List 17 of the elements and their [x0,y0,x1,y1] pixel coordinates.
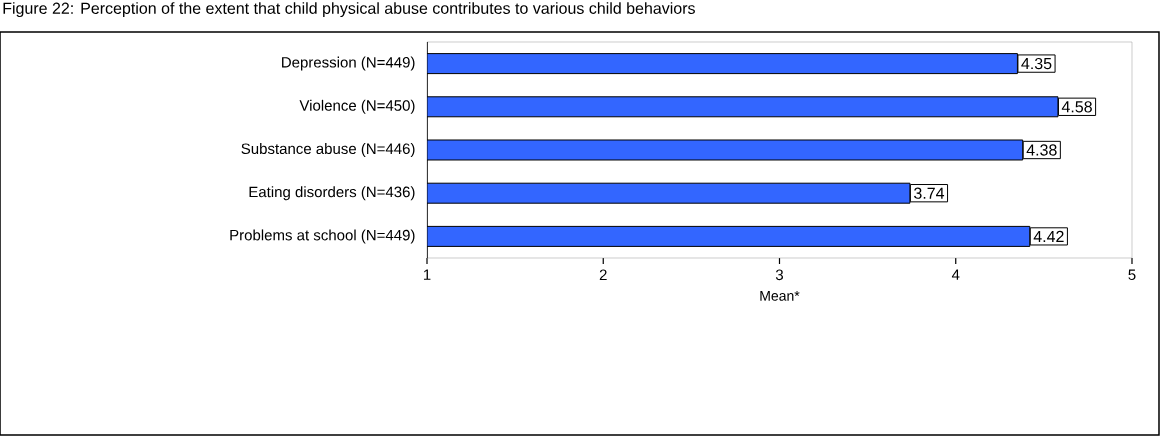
x-axis-title: Mean* [760,291,800,301]
y-tick-label: Depression (N=449) [282,56,415,71]
x-tick-label: 3 [775,269,784,281]
x-tick-label: 1 [423,269,431,280]
y-tick-label: Violence (N=450) [299,99,415,114]
x-tick-label: 5 [1128,269,1136,280]
data-label: 4.42 [1033,230,1064,242]
y-tick-label: Substance abuse (N=446) [241,143,415,157]
y-tick-label: Problems at school (N=449) [230,229,415,244]
chart-title: Figure 22: Perception of the extent that child physical abuse contributes to various child behaviors [3,2,695,18]
y-tick-label: Eating disorders (N=436) [249,186,415,201]
data-label: 4.38 [1026,144,1057,156]
data-label: 3.74 [914,187,945,199]
data-label: 4.35 [1021,57,1052,70]
data-label: 4.58 [1061,101,1092,113]
x-tick-label: 4 [951,269,960,280]
x-tick-label: 2 [599,269,607,280]
